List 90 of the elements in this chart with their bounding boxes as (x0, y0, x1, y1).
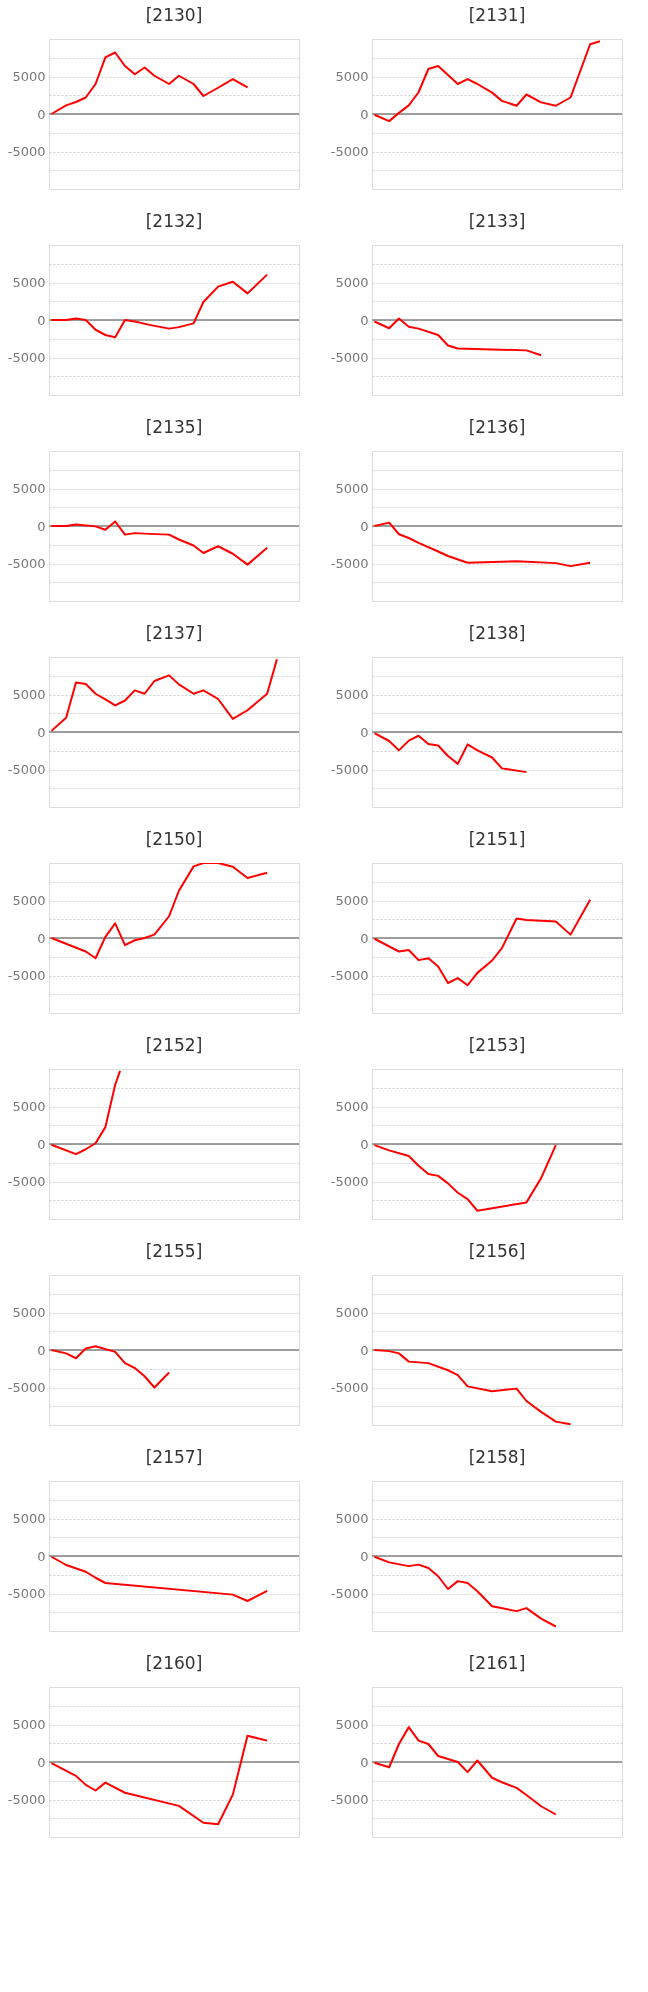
chart-title: [2156] (468, 1241, 526, 1261)
chart-title: [2135] (145, 417, 203, 437)
y-tick-label: -5000 (7, 556, 46, 571)
line-series (373, 521, 592, 568)
chart-title: [2158] (468, 1447, 526, 1467)
y-tick-label: -5000 (330, 1174, 369, 1189)
y-tick-label: 5000 (335, 687, 369, 702)
y-tick-label: 0 (360, 1754, 369, 1770)
line-series (373, 40, 601, 123)
chart-title: [2151] (468, 829, 526, 849)
y-tick-label: 5000 (335, 893, 369, 908)
y-tick-label: 0 (360, 1342, 369, 1358)
y-tick-label: 0 (360, 106, 369, 122)
line-series (373, 732, 528, 774)
line-series (50, 1069, 122, 1156)
y-tick-label: -5000 (330, 1380, 369, 1395)
line-series (50, 1734, 269, 1826)
line-series (373, 317, 543, 357)
chart-title: [2157] (145, 1447, 203, 1467)
y-tick-label: -5000 (7, 968, 46, 983)
y-tick-label: 0 (37, 724, 46, 740)
y-tick-label: -5000 (330, 556, 369, 571)
line-series (50, 273, 269, 339)
chart-title: [2137] (145, 623, 203, 643)
y-tick-label: 5000 (335, 1099, 369, 1114)
chart-title: [2132] (145, 211, 203, 231)
line-series (373, 1144, 557, 1212)
chart-title: [2130] (145, 5, 203, 25)
line-series (50, 658, 278, 732)
y-tick-label: -5000 (7, 350, 46, 365)
y-tick-label: -5000 (330, 968, 369, 983)
y-tick-label: 0 (360, 724, 369, 740)
y-tick-label: -5000 (330, 1586, 369, 1601)
y-tick-label: 0 (360, 1136, 369, 1152)
y-tick-label: -5000 (7, 762, 46, 777)
chart-title: [2160] (145, 1653, 203, 1673)
y-tick-label: 5000 (12, 1511, 46, 1526)
y-tick-label: -5000 (7, 144, 46, 159)
y-tick-label: 5000 (335, 1511, 369, 1526)
y-tick-label: 5000 (335, 275, 369, 290)
chart-title: [2153] (468, 1035, 526, 1055)
y-tick-label: 5000 (12, 687, 46, 702)
y-tick-label: 0 (37, 1136, 46, 1152)
y-tick-label: 0 (360, 518, 369, 534)
y-tick-label: 0 (360, 312, 369, 328)
y-tick-label: 5000 (12, 1717, 46, 1732)
y-tick-label: 5000 (335, 69, 369, 84)
y-tick-label: 5000 (12, 893, 46, 908)
y-tick-label: 5000 (12, 1099, 46, 1114)
y-tick-label: 5000 (12, 69, 46, 84)
line-series (373, 1555, 557, 1628)
y-tick-label: 0 (360, 1548, 369, 1564)
chart-title: [2161] (468, 1653, 526, 1673)
y-tick-label: -5000 (330, 762, 369, 777)
y-tick-label: -5000 (7, 1174, 46, 1189)
line-series (50, 51, 249, 115)
chart-title: [2150] (145, 829, 203, 849)
y-tick-label: -5000 (7, 1380, 46, 1395)
y-tick-label: 0 (37, 930, 46, 946)
y-tick-label: 5000 (12, 1305, 46, 1320)
y-tick-label: -5000 (330, 1792, 369, 1807)
y-tick-label: 0 (37, 106, 46, 122)
line-series (373, 1726, 557, 1816)
y-tick-label: -5000 (7, 1586, 46, 1601)
line-series (50, 1555, 269, 1602)
chart-title: [2133] (468, 211, 526, 231)
line-series (373, 898, 592, 987)
y-tick-label: 5000 (12, 481, 46, 496)
y-tick-label: 0 (37, 1754, 46, 1770)
y-tick-label: 5000 (335, 1717, 369, 1732)
y-tick-label: 0 (360, 930, 369, 946)
chart-title: [2152] (145, 1035, 203, 1055)
chart-title: [2131] (468, 5, 526, 25)
y-tick-label: 0 (37, 312, 46, 328)
line-series (50, 863, 269, 960)
y-tick-label: -5000 (330, 350, 369, 365)
line-series (373, 1349, 572, 1425)
y-tick-label: -5000 (330, 144, 369, 159)
line-series (50, 520, 269, 566)
y-tick-label: 0 (37, 518, 46, 534)
y-tick-label: 5000 (12, 275, 46, 290)
y-tick-label: 0 (37, 1548, 46, 1564)
chart-title: [2155] (145, 1241, 203, 1261)
y-tick-label: 5000 (335, 481, 369, 496)
chart-title: [2138] (468, 623, 526, 643)
y-tick-label: -5000 (7, 1792, 46, 1807)
chart-title: [2136] (468, 417, 526, 437)
y-tick-label: 5000 (335, 1305, 369, 1320)
line-series (50, 1345, 171, 1389)
y-tick-label: 0 (37, 1342, 46, 1358)
